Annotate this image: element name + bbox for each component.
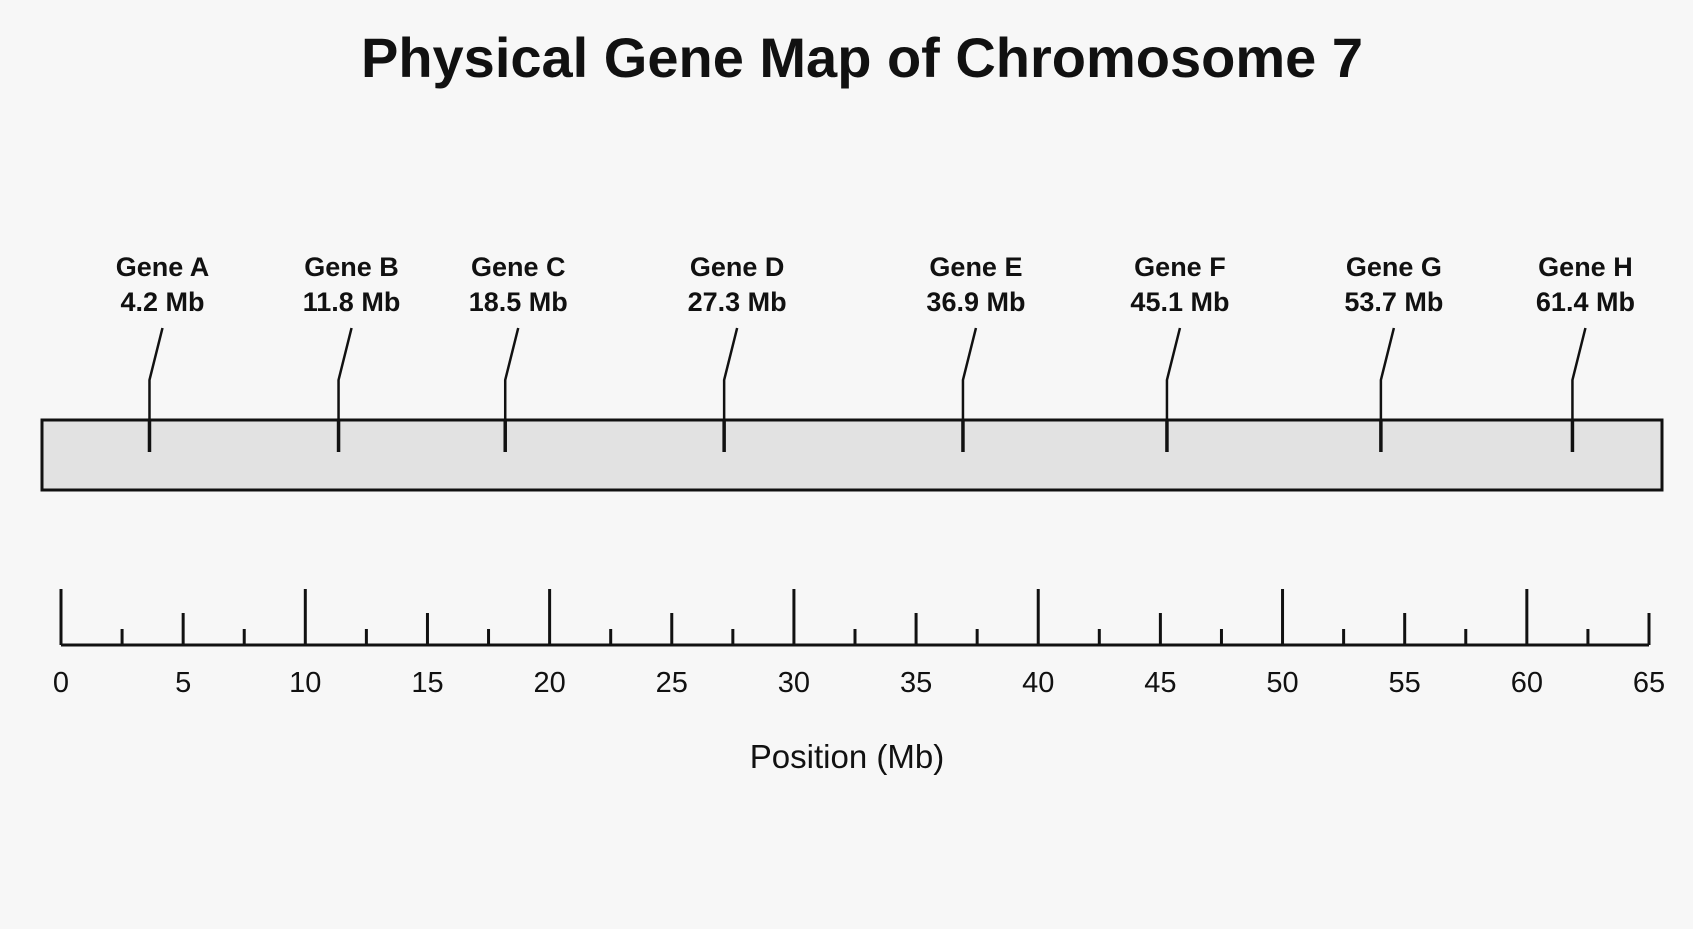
gene-name-label: Gene F — [1134, 252, 1226, 282]
gene-leader-line — [1571, 327, 1587, 420]
gene-position-label: 45.1 Mb — [1130, 287, 1229, 317]
gene-position-label: 61.4 Mb — [1536, 287, 1635, 317]
gene-leader-line — [722, 327, 739, 420]
gene-position-label: 18.5 Mb — [469, 287, 568, 317]
x-tick-label: 5 — [175, 667, 191, 699]
x-tick-label: 50 — [1266, 667, 1298, 699]
chromosome-bar — [40, 418, 1664, 492]
gene-name-label: Gene D — [690, 252, 785, 282]
gene-leader-line — [1165, 327, 1182, 420]
gene-position-label: 4.2 Mb — [120, 287, 204, 317]
gene-name-label: Gene A — [116, 252, 210, 282]
gene-position-label: 36.9 Mb — [926, 287, 1025, 317]
x-tick-label: 55 — [1389, 667, 1421, 699]
gene-leader-line — [148, 327, 164, 420]
x-tick-label: 35 — [900, 667, 932, 699]
gene-name-label: Gene H — [1538, 252, 1633, 282]
gene-leader-line — [1379, 327, 1396, 420]
gene-leader-line — [503, 327, 520, 420]
x-tick-label: 10 — [289, 667, 321, 699]
gene-position-label: 11.8 Mb — [303, 287, 401, 317]
position-axis-ticks: 0 5 10 15 20 25 30 35 40 45 50 55 60 65 — [53, 589, 1665, 699]
x-tick-label: 60 — [1511, 667, 1543, 699]
x-tick-label: 0 — [53, 667, 69, 699]
x-tick-label: 30 — [778, 667, 810, 699]
x-tick-label: 20 — [533, 667, 565, 699]
gene-leader-line — [961, 327, 978, 420]
x-tick-label: 25 — [656, 667, 688, 699]
gene-name-label: Gene C — [471, 252, 566, 282]
gene-markers: Gene A 4.2 Mb Gene B 11.8 Mb Gene C 18.5 Mb Ge… — [116, 252, 1635, 452]
x-tick-label: 65 — [1633, 667, 1665, 699]
gene-leader-line — [337, 327, 353, 420]
x-tick-label: 40 — [1022, 667, 1054, 699]
gene-name-label: Gene G — [1346, 252, 1442, 282]
gene-name-label: Gene B — [304, 252, 399, 282]
x-tick-label: 45 — [1144, 667, 1176, 699]
x-axis-label: Position (Mb) — [750, 738, 944, 775]
page-title: Physical Gene Map of Chromosome 7 — [361, 26, 1363, 89]
gene-name-label: Gene E — [929, 252, 1022, 282]
gene-position-label: 27.3 Mb — [688, 287, 787, 317]
gene-position-label: 53.7 Mb — [1344, 287, 1443, 317]
x-tick-label: 15 — [411, 667, 443, 699]
